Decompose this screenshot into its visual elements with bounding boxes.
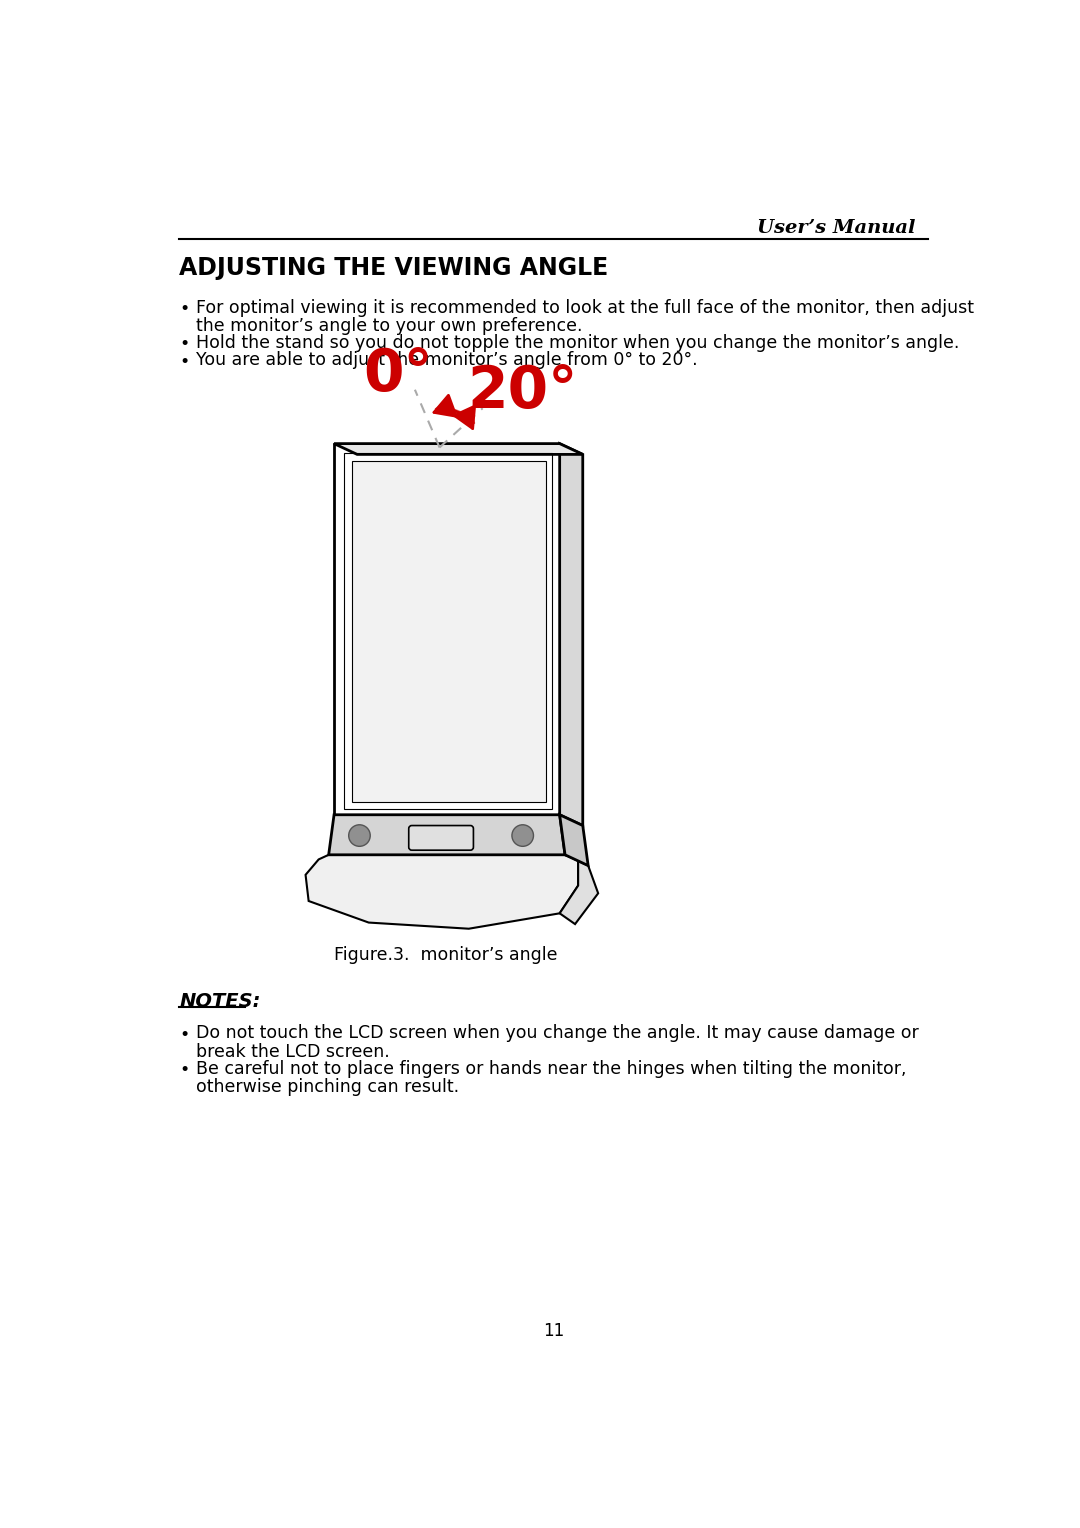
Text: NOTES:: NOTES:	[179, 992, 260, 1012]
Polygon shape	[559, 854, 598, 924]
Text: break the LCD screen.: break the LCD screen.	[197, 1042, 390, 1060]
Text: •: •	[179, 353, 189, 371]
Text: otherwise pinching can result.: otherwise pinching can result.	[197, 1079, 459, 1096]
Polygon shape	[328, 814, 565, 854]
Text: You are able to adjust the monitor’s angle from 0° to 20°.: You are able to adjust the monitor’s ang…	[197, 351, 698, 370]
Circle shape	[512, 825, 534, 847]
FancyBboxPatch shape	[408, 825, 473, 850]
Text: •: •	[179, 1025, 189, 1044]
Text: ADJUSTING THE VIEWING ANGLE: ADJUSTING THE VIEWING ANGLE	[179, 257, 608, 280]
Text: 11: 11	[543, 1322, 564, 1340]
Polygon shape	[559, 814, 589, 865]
Text: Figure.3.  monitor’s angle: Figure.3. monitor’s angle	[334, 946, 557, 964]
Text: the monitor’s angle to your own preference.: the monitor’s angle to your own preferen…	[197, 318, 583, 335]
Polygon shape	[352, 460, 545, 802]
Polygon shape	[559, 443, 583, 825]
Text: 0°: 0°	[363, 345, 433, 403]
Polygon shape	[306, 854, 578, 929]
FancyArrowPatch shape	[435, 400, 474, 423]
Text: Be careful not to place fingers or hands near the hinges when tilting the monito: Be careful not to place fingers or hands…	[197, 1059, 907, 1077]
Text: Hold the stand so you do not topple the monitor when you change the monitor’s an: Hold the stand so you do not topple the …	[197, 333, 960, 351]
Circle shape	[349, 825, 370, 847]
Text: Do not touch the LCD screen when you change the angle. It may cause damage or: Do not touch the LCD screen when you cha…	[197, 1024, 919, 1042]
Text: •: •	[179, 1060, 189, 1079]
FancyArrowPatch shape	[434, 396, 474, 428]
Text: •: •	[179, 335, 189, 353]
Text: User’s Manual: User’s Manual	[757, 219, 916, 237]
Text: •: •	[179, 301, 189, 318]
Polygon shape	[334, 443, 583, 454]
Text: For optimal viewing it is recommended to look at the full face of the monitor, t: For optimal viewing it is recommended to…	[197, 299, 974, 316]
Polygon shape	[334, 443, 559, 814]
Text: 20°: 20°	[468, 362, 578, 420]
